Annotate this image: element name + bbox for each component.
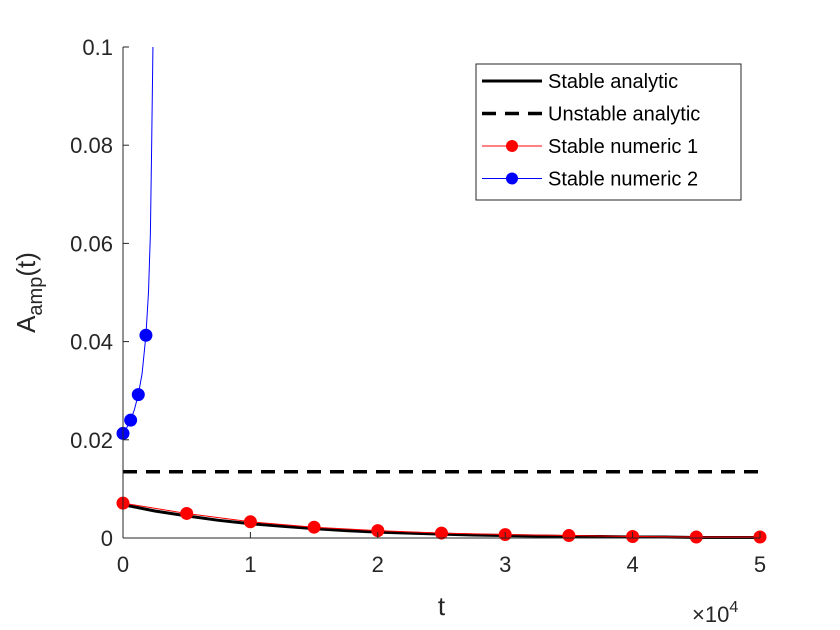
- legend-label: Stable analytic: [548, 71, 678, 93]
- series-2-point: [689, 530, 703, 544]
- legend: Stable analytic Unstable analytic Stable n…: [475, 63, 742, 201]
- series-3-point: [131, 388, 145, 402]
- legend-items: Stable analytic Unstable analytic Stable n…: [482, 71, 700, 191]
- series-2-point: [307, 520, 321, 534]
- y-tick-label: 0.06: [70, 231, 113, 256]
- x-tick-label: 3: [499, 552, 511, 577]
- series-2-point: [180, 506, 194, 520]
- x-axis-exponent-label: ×104: [692, 599, 738, 627]
- x-tick-label: 5: [754, 552, 766, 577]
- axes-layer: [122, 47, 760, 539]
- legend-label: Unstable analytic: [548, 104, 700, 126]
- y-tick-label: 0: [101, 526, 113, 551]
- x-tick-label: 1: [244, 552, 256, 577]
- series-3-point: [124, 413, 138, 427]
- legend-swatch-marker: [506, 140, 518, 152]
- y-tick-label: 0.02: [70, 428, 113, 453]
- series-2-point: [562, 529, 576, 543]
- x-tick-label: 4: [626, 552, 638, 577]
- legend-swatch-marker: [506, 172, 518, 185]
- y-tick-label: 0.1: [82, 35, 113, 60]
- y-axis-label: Aamp(t): [11, 252, 47, 333]
- series-2-point: [435, 526, 448, 540]
- legend-box: [475, 63, 742, 201]
- x-axis-label: t: [438, 591, 446, 621]
- y-tick-label: 0.04: [70, 330, 113, 355]
- series-2-point: [243, 515, 257, 529]
- x-tick-label: 2: [372, 552, 384, 577]
- legend-label: Stable numeric 1: [548, 136, 698, 158]
- x-axis-exponent-power: 4: [729, 599, 738, 616]
- ticks-layer: 0 1 2 3 4 5 0 0.02 0.04 0.06 0.08 0.1: [70, 35, 766, 577]
- x-tick-label: 0: [117, 552, 129, 577]
- series-3-point: [139, 328, 153, 342]
- y-axis-label-base: A: [11, 315, 41, 333]
- x-axis-exponent-base: ×10: [692, 602, 729, 627]
- y-axis-label-subscript: amp: [25, 277, 47, 316]
- legend-label: Stable numeric 2: [548, 169, 698, 191]
- y-tick-label: 0.08: [70, 133, 113, 158]
- y-axis-label-suffix: (t): [11, 252, 41, 277]
